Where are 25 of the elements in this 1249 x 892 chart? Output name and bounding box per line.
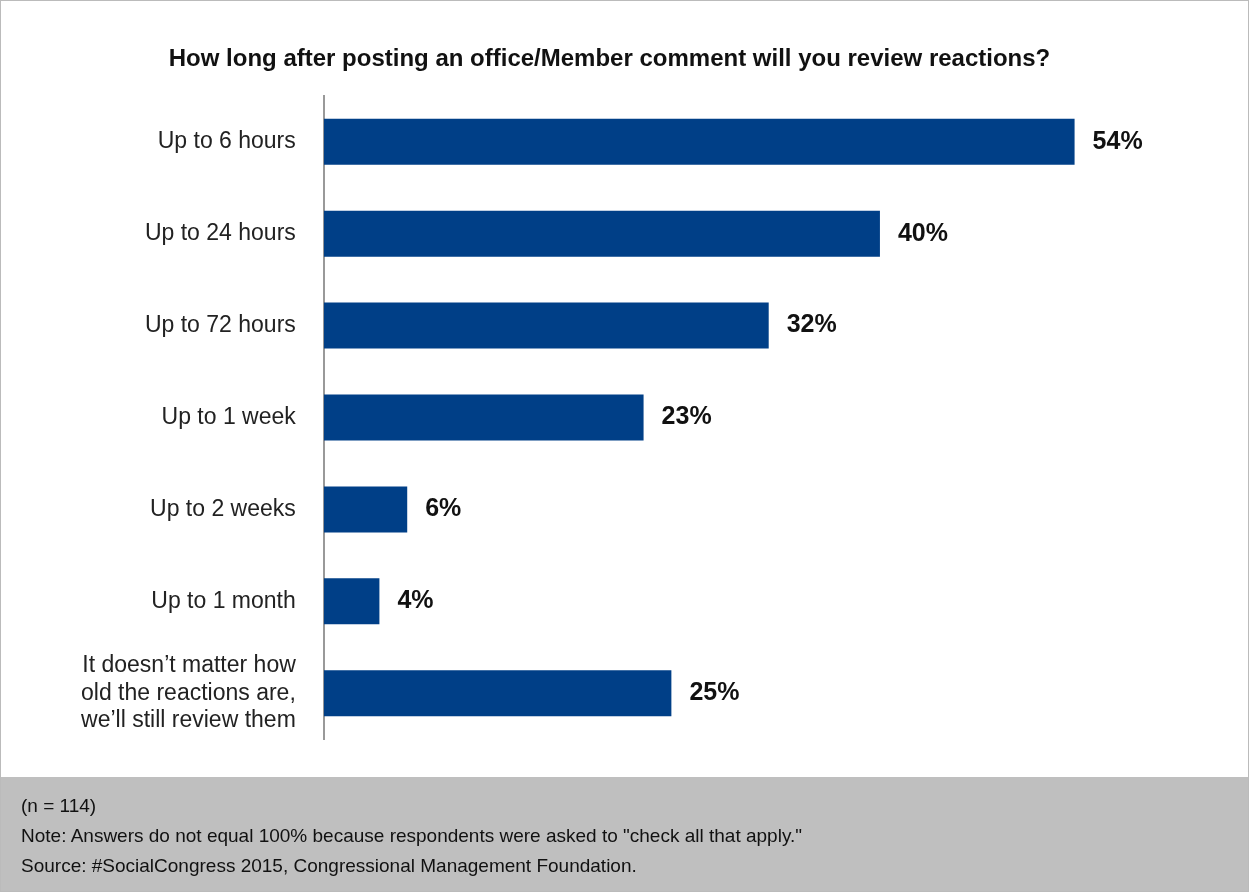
data-label: 25%	[689, 677, 740, 706]
bar	[323, 394, 644, 441]
data-label: 6%	[425, 493, 462, 522]
y-tick-label: Up to 2 weeks	[150, 494, 296, 521]
bar	[323, 302, 769, 349]
data-label: 40%	[897, 217, 948, 246]
chart-title: How long after posting an office/Member comment will you review reactions?	[168, 44, 1051, 72]
data-label: 23%	[661, 401, 712, 430]
text: (n = 114)	[21, 794, 98, 818]
y-tick-label: Up to 72 hours	[144, 310, 296, 337]
y-tick-label: Up to 24 hours	[144, 219, 296, 246]
data-label: 54%	[1092, 125, 1143, 154]
y-tick-label: Up to 6 hours	[157, 127, 296, 154]
source-note: Source: #SocialCongress 2015, Congressional Management Foundation.	[21, 854, 638, 878]
data-label: 4%	[397, 585, 434, 614]
bar	[323, 118, 1075, 165]
bar	[323, 670, 672, 717]
y-tick-label: Up to 1 month	[151, 586, 296, 613]
bar	[323, 210, 880, 257]
y-tick-label: It doesn’t matter how old the reactions are, we’ll still review them	[80, 650, 297, 733]
bar	[323, 486, 408, 533]
bar	[323, 578, 380, 625]
y-tick-label: Up to 1 week	[161, 402, 297, 429]
data-label: 32%	[786, 309, 837, 338]
text: Note: Answers do not equal 100% because respondents were asked to "check all that apply."	[21, 824, 803, 848]
